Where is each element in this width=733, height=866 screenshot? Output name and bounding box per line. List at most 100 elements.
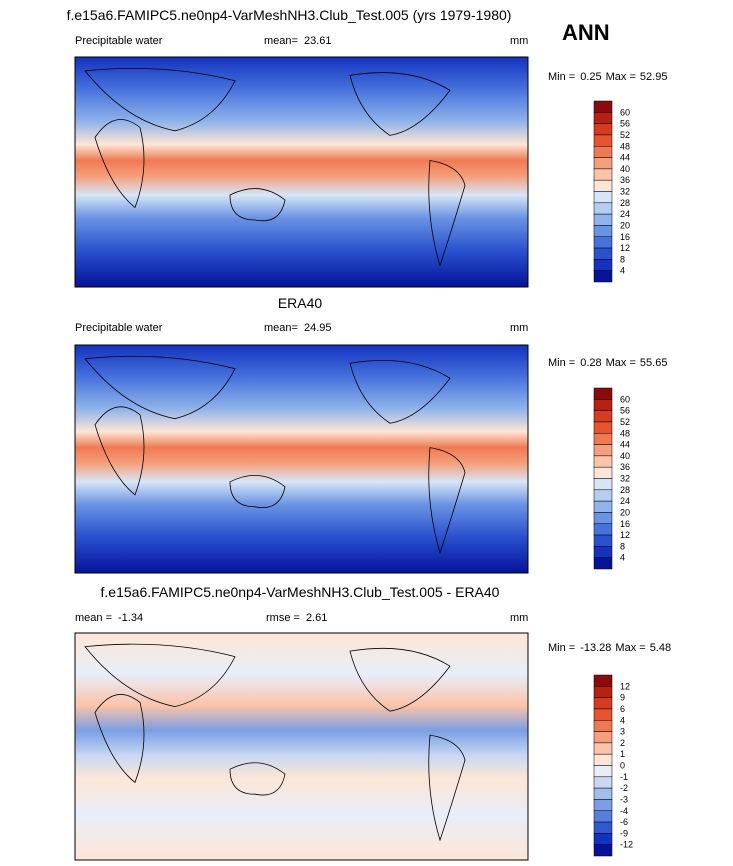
colorbar-box [593, 674, 613, 687]
colorbar-label: 6 [620, 704, 625, 714]
min-max: Min = 0.25 Max = 52.95 [548, 71, 667, 83]
colorbar-box [593, 387, 613, 400]
colorbar-box [593, 686, 613, 698]
coastline [428, 734, 466, 842]
colorbar-label: 12 [620, 681, 630, 691]
coastline [94, 694, 145, 784]
coastline [428, 160, 466, 267]
coastline [84, 355, 236, 420]
colorbar-label: 1 [620, 749, 625, 759]
colorbar-label: 56 [620, 406, 630, 416]
colorbar-label: -1 [620, 772, 628, 782]
min-value: 0.25 [580, 71, 601, 83]
colorbar-label: 24 [620, 209, 630, 219]
colorbar-label: 0 [620, 761, 625, 771]
season-label: ANN [562, 20, 610, 45]
units: mm [510, 322, 528, 334]
colorbar-box [593, 799, 613, 811]
colorbar-box [593, 833, 613, 845]
map-field [74, 632, 529, 861]
colorbar-box [593, 433, 613, 445]
colorbar-box [593, 444, 613, 457]
coastline [349, 647, 451, 712]
colorbar-box [593, 523, 613, 536]
colorbar-box [593, 844, 613, 857]
colorbar-box [593, 821, 613, 834]
stat: mean = -1.34 [75, 612, 143, 624]
colorbar-label: 52 [620, 417, 630, 427]
coastline [349, 72, 451, 136]
colorbar-box [593, 697, 613, 710]
colorbar-label: -6 [620, 817, 628, 827]
colorbar-label: 40 [620, 451, 630, 461]
colorbar-label: 2 [620, 738, 625, 748]
coastline [428, 447, 466, 554]
coastline [229, 762, 286, 796]
min-max: Min = 0.28 Max = 55.65 [548, 357, 667, 369]
colorbar-box [593, 455, 613, 468]
variable-label: Precipitable water [75, 35, 163, 47]
colorbar-box [593, 236, 613, 249]
stat-label: mean= [264, 322, 298, 334]
colorbar-label: -12 [620, 840, 633, 850]
min-max: Min = -13.28 Max = 5.48 [548, 642, 671, 654]
min-value: 0.28 [580, 357, 601, 369]
colorbar-label: 60 [620, 394, 630, 404]
colorbar-box [593, 157, 613, 170]
colorbar-label: 8 [620, 541, 625, 551]
colorbar-label: 56 [620, 119, 630, 129]
colorbar-box [593, 191, 613, 204]
colorbar-label: 3 [620, 727, 625, 737]
stat-label: rmse = [266, 612, 300, 624]
colorbar-box [593, 123, 613, 136]
colorbar-label: 20 [620, 507, 630, 517]
stat-value: 24.95 [304, 322, 332, 334]
colorbar-box [593, 134, 613, 147]
colorbar-label: 4 [620, 266, 625, 276]
stat-label: mean= [264, 35, 298, 47]
stat-value: 2.61 [306, 612, 327, 624]
max-value: 52.95 [640, 71, 668, 83]
colorbar-label: 44 [620, 153, 630, 163]
colorbar-box [593, 399, 613, 411]
stat-label: mean = [75, 612, 112, 624]
colorbar-box [593, 146, 613, 158]
colorbar-box [593, 410, 613, 423]
colorbar-box [593, 776, 613, 789]
stat-value: -1.34 [118, 612, 143, 624]
colorbar-label: -3 [620, 794, 628, 804]
colorbar-label: 28 [620, 198, 630, 208]
colorbar-box [593, 731, 613, 744]
colorbar-box [593, 168, 613, 181]
coastline [84, 67, 236, 132]
colorbar-label: 32 [620, 187, 630, 197]
colorbar-label: 12 [620, 530, 630, 540]
colorbar-label: -4 [620, 806, 628, 816]
colorbar-box [593, 112, 613, 124]
colorbar-box [593, 489, 613, 502]
colorbar-label: 60 [620, 107, 630, 117]
coastline [84, 643, 236, 708]
colorbar-box [593, 742, 613, 755]
max-value: 5.48 [650, 642, 671, 654]
colorbar-box [593, 500, 613, 513]
colorbar-label: 48 [620, 141, 630, 151]
units: mm [510, 35, 528, 47]
coastline [229, 188, 286, 222]
colorbar-label: 12 [620, 243, 630, 253]
colorbar-label: 8 [620, 254, 625, 264]
figure-title: f.e15a6.FAMIPC5.ne0np4-VarMeshNH3.Club_T… [67, 7, 512, 23]
colorbar-box [593, 100, 613, 113]
units: mm [510, 612, 528, 624]
colorbar-label: 9 [620, 693, 625, 703]
colorbar-box [593, 270, 613, 283]
max-value: 55.65 [640, 357, 668, 369]
colorbar-box [593, 259, 613, 271]
colorbar-box [593, 478, 613, 491]
stat: mean= 23.61 [264, 35, 331, 47]
map-field [74, 56, 529, 288]
colorbar-box [593, 720, 613, 732]
